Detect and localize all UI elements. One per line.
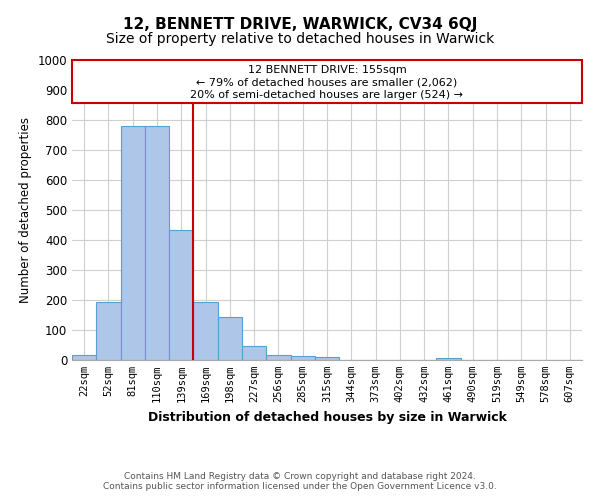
FancyBboxPatch shape — [72, 60, 582, 102]
Text: Contains HM Land Registry data © Crown copyright and database right 2024.: Contains HM Land Registry data © Crown c… — [124, 472, 476, 481]
Bar — [145, 126, 169, 360]
Bar — [218, 317, 242, 360]
Bar — [290, 356, 315, 360]
Bar — [266, 354, 290, 360]
Text: Contains public sector information licensed under the Open Government Licence v3: Contains public sector information licen… — [103, 482, 497, 491]
Text: 12, BENNETT DRIVE, WARWICK, CV34 6QJ: 12, BENNETT DRIVE, WARWICK, CV34 6QJ — [123, 18, 477, 32]
X-axis label: Distribution of detached houses by size in Warwick: Distribution of detached houses by size … — [148, 410, 506, 424]
Bar — [436, 358, 461, 360]
Bar — [193, 302, 218, 360]
Bar — [121, 126, 145, 360]
Bar — [96, 302, 121, 360]
Bar — [72, 354, 96, 360]
Text: ← 79% of detached houses are smaller (2,062): ← 79% of detached houses are smaller (2,… — [196, 78, 458, 88]
Y-axis label: Number of detached properties: Number of detached properties — [19, 117, 32, 303]
Text: 20% of semi-detached houses are larger (524) →: 20% of semi-detached houses are larger (… — [191, 90, 464, 101]
Text: Size of property relative to detached houses in Warwick: Size of property relative to detached ho… — [106, 32, 494, 46]
Text: 12 BENNETT DRIVE: 155sqm: 12 BENNETT DRIVE: 155sqm — [248, 65, 406, 75]
Bar — [315, 357, 339, 360]
Bar — [169, 230, 193, 360]
Bar — [242, 346, 266, 360]
